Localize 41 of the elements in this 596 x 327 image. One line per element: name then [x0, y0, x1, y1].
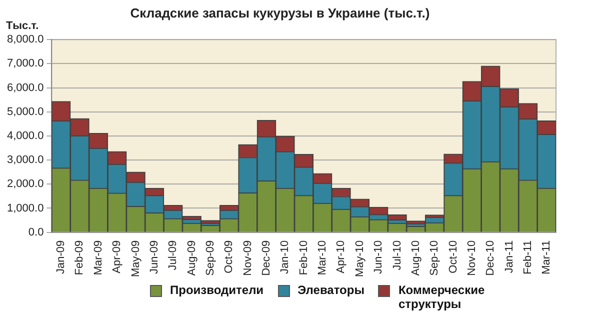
legend-label: Производители [170, 283, 264, 297]
chart-title: Складские запасы кукурузы в Украине (тыс.т.) [130, 5, 430, 20]
x-tick-label: Apr-09 [111, 240, 124, 274]
x-tick-label: Sep-10 [428, 240, 441, 276]
y-tick-label: 0.0 [28, 226, 44, 238]
y-tick-label: 8,000.0 [7, 34, 44, 46]
x-tick-label: Nov-10 [466, 240, 478, 276]
y-tick-label: 5,000.0 [7, 106, 44, 118]
x-tick-label: Sep-09 [204, 240, 216, 276]
x-tick-label: Mar-10 [316, 240, 329, 276]
x-tick-label: Jul-10 [391, 240, 404, 270]
y-tick-label: 6,000.0 [7, 82, 44, 94]
x-tick-label: Aug-09 [186, 240, 198, 276]
x-tick-label: Mar-11 [540, 240, 553, 274]
y-tick-label: 1,000.0 [7, 202, 44, 214]
x-tick-label: Jan-10 [279, 240, 292, 274]
x-tick-label: Aug-10 [410, 240, 422, 276]
x-tick-label: Jul-09 [167, 240, 180, 270]
y-tick-label: 2,000.0 [7, 178, 44, 190]
y-tick-label: 7,000.0 [7, 58, 44, 70]
y-tick-label: 3,000.0 [7, 154, 44, 166]
legend-label: Коммерческие структуры [398, 283, 486, 311]
legend-label: Элеваторы [298, 283, 364, 297]
x-tick-label: Nov-09 [242, 240, 254, 276]
x-tick-label: Jun-10 [372, 240, 385, 274]
x-tick-label: Oct-10 [447, 240, 460, 274]
x-tick-label: Feb-09 [74, 240, 86, 276]
x-tick-label: Mar-09 [92, 240, 104, 276]
x-tick-label: Feb-10 [298, 240, 310, 276]
x-tick-label: May-09 [130, 240, 142, 278]
x-tick-label: Jan-09 [55, 240, 68, 274]
y-axis-title: Тыс.т. [6, 20, 39, 32]
x-tick-label: Oct-09 [223, 240, 236, 274]
x-tick-label: Apr-10 [335, 240, 348, 274]
x-tick-label: Jun-09 [148, 240, 160, 274]
x-tick-label: Dec-09 [260, 240, 273, 276]
x-tick-label: Jan-11 [503, 240, 516, 274]
x-tick-label: Feb-11 [522, 240, 534, 274]
y-tick-label: 4,000.0 [7, 130, 44, 142]
x-tick-label: May-10 [354, 240, 366, 278]
x-tick-label: Dec-10 [484, 240, 497, 276]
